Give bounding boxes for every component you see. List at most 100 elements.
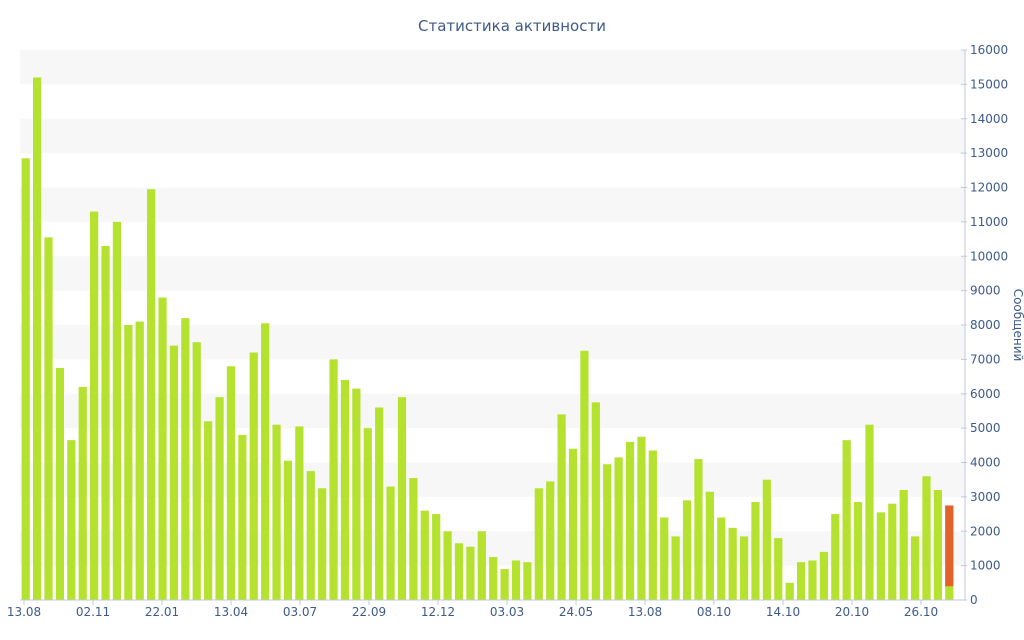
bar	[67, 440, 76, 600]
bar	[283, 460, 293, 600]
bar	[796, 562, 806, 600]
bar	[454, 543, 464, 600]
bar	[808, 560, 817, 600]
bar-highlight	[945, 505, 954, 587]
bar	[637, 436, 646, 600]
y-tick-label: 16000	[970, 43, 1008, 57]
bar	[523, 562, 532, 600]
x-tick-label: 26.10	[904, 605, 938, 619]
x-tick-label: 12.12	[421, 605, 455, 619]
y-tick-label: 4000	[970, 456, 1001, 470]
bar	[694, 459, 703, 600]
y-tick-label: 6000	[970, 387, 1001, 401]
bar	[853, 502, 863, 600]
x-tick-label: 02.11	[76, 605, 110, 619]
bar	[135, 321, 144, 600]
x-tick-label: 03.03	[490, 605, 524, 619]
bar	[44, 237, 53, 600]
bar	[55, 367, 65, 600]
x-tick-label: 13.08	[7, 605, 41, 619]
bar	[215, 397, 224, 600]
grid-bands	[20, 50, 965, 566]
bar	[318, 488, 327, 600]
bar	[21, 158, 30, 600]
bar	[557, 414, 566, 601]
bar	[591, 402, 600, 600]
bar	[580, 350, 589, 600]
bar	[705, 491, 714, 600]
bar	[306, 471, 315, 600]
y-tick-label: 7000	[970, 352, 1001, 366]
bar	[534, 488, 543, 600]
y-tick-label: 0	[970, 593, 978, 607]
bar	[181, 318, 190, 601]
y-axis-title: Сообщений	[1011, 289, 1024, 362]
bar	[477, 531, 486, 600]
bar	[443, 531, 452, 600]
bar	[204, 421, 213, 600]
y-tick-label: 9000	[970, 284, 1001, 298]
bar	[352, 388, 361, 600]
y-tick-label: 2000	[970, 524, 1001, 538]
x-tick-label: 20.10	[835, 605, 869, 619]
bar	[762, 479, 771, 600]
bar	[876, 512, 885, 600]
bar	[831, 514, 840, 600]
bar	[922, 476, 931, 600]
bar	[78, 386, 87, 601]
x-tick-label: 24.05	[559, 605, 593, 619]
y-tick-label: 5000	[970, 421, 1001, 435]
bar	[511, 560, 521, 600]
bar	[147, 189, 156, 600]
bar	[500, 569, 509, 600]
bar	[648, 450, 657, 600]
x-tick-label: 22.09	[352, 605, 386, 619]
y-tick-label: 15000	[970, 77, 1008, 91]
bar	[489, 557, 498, 600]
bar	[432, 514, 441, 600]
bar	[375, 407, 384, 600]
bar	[546, 481, 555, 600]
bar	[169, 345, 179, 601]
bar	[466, 546, 475, 600]
bar	[90, 211, 99, 600]
bar	[261, 323, 270, 600]
x-tick-label: 08.10	[697, 605, 731, 619]
bar	[660, 517, 669, 600]
bar	[33, 77, 42, 600]
bar	[614, 457, 623, 600]
bar	[910, 536, 920, 600]
bar	[295, 426, 304, 600]
bar	[386, 486, 395, 600]
bar	[101, 245, 110, 600]
grid-band	[20, 187, 965, 222]
bar	[363, 428, 372, 601]
x-tick-label: 13.08	[628, 605, 662, 619]
bar	[671, 536, 680, 600]
bar	[226, 366, 236, 600]
y-tick-label: 1000	[970, 559, 1001, 573]
bar	[888, 503, 897, 600]
bar	[238, 435, 247, 600]
bar	[933, 490, 942, 600]
bar	[682, 500, 692, 600]
x-tick-label: 22.01	[145, 605, 179, 619]
x-tick-label: 03.07	[283, 605, 317, 619]
bar	[249, 352, 258, 600]
bar	[842, 440, 851, 600]
bar	[865, 424, 874, 600]
y-tick-label: 12000	[970, 181, 1008, 195]
y-tick-label: 14000	[970, 112, 1008, 126]
y-axis: 0 1000 2000 3000 4000 5000 6000 7000 8000 9000 100…	[961, 43, 1008, 607]
x-tick-label: 13.04	[214, 605, 248, 619]
y-tick-label: 8000	[970, 318, 1001, 332]
bar	[717, 517, 726, 600]
x-axis: 13.08 02.11 22.01 13.04 03.07 22.09 12.12 03.03…	[7, 599, 965, 619]
bar	[568, 448, 578, 600]
bar	[728, 527, 737, 600]
bar	[329, 359, 338, 601]
bar	[192, 342, 201, 600]
bar	[420, 510, 429, 601]
bar-series	[21, 77, 954, 601]
